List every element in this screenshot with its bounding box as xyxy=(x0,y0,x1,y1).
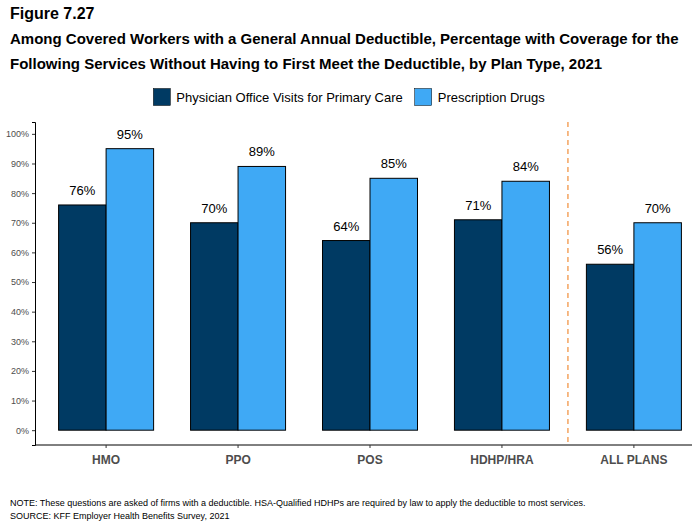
y-tick: 80% xyxy=(11,188,35,198)
bar xyxy=(322,241,370,431)
data-label: 84% xyxy=(513,159,539,174)
legend-swatch xyxy=(415,89,432,106)
data-label: 70% xyxy=(645,201,671,216)
bar xyxy=(454,220,502,430)
y-tick-mark xyxy=(32,282,35,283)
y-tick-mark xyxy=(32,252,35,253)
bar xyxy=(370,178,418,430)
y-tick-label: 50% xyxy=(11,277,29,287)
y-tick: 30% xyxy=(11,337,35,347)
x-tick: HMO xyxy=(92,445,120,467)
x-tick-label: PPO xyxy=(225,453,250,467)
y-tick-label: 10% xyxy=(11,396,29,406)
annotation: NOTE: These questions are asked of firms… xyxy=(10,498,586,508)
y-tick-label: 100% xyxy=(6,129,29,139)
data-label: 89% xyxy=(249,144,275,159)
legend: Physician Office Visits for Primary Care… xyxy=(153,89,545,106)
y-tick-label: 40% xyxy=(11,307,29,317)
x-axis: HMO PPO POS HDHP/HRA ALL PLANS xyxy=(35,445,692,467)
y-tick-label: 80% xyxy=(11,188,29,198)
data-label: 56% xyxy=(597,242,623,257)
x-tick-label: POS xyxy=(357,453,382,467)
y-tick: 40% xyxy=(11,307,35,317)
x-tick: ALL PLANS xyxy=(600,445,667,467)
x-axis-line xyxy=(35,445,692,446)
legend-swatch xyxy=(153,89,170,106)
legend-label: Physician Office Visits for Primary Care xyxy=(176,90,402,105)
annotation: SOURCE: KFF Employer Health Benefits Sur… xyxy=(10,511,229,521)
y-tick-mark xyxy=(32,341,35,342)
x-tick-mark xyxy=(501,445,502,448)
y-tick-label: 90% xyxy=(11,159,29,169)
y-tick-mark xyxy=(32,401,35,402)
x-tick-label: HMO xyxy=(92,453,120,467)
y-tick: 100% xyxy=(6,129,35,139)
title: Figure 7.27 xyxy=(10,5,95,22)
bar xyxy=(59,205,107,430)
y-tick: 0% xyxy=(16,426,35,436)
legend-label: Prescription Drugs xyxy=(438,90,545,105)
y-tick: 50% xyxy=(11,277,35,287)
x-tick-mark xyxy=(238,445,239,448)
y-tick-mark xyxy=(32,312,35,313)
y-tick: 90% xyxy=(11,159,35,169)
data-label: 64% xyxy=(333,219,359,234)
y-tick: 70% xyxy=(11,218,35,228)
x-tick-mark xyxy=(106,445,107,448)
data-label: 71% xyxy=(465,198,491,213)
x-tick: PPO xyxy=(225,445,250,467)
y-tick-mark xyxy=(32,430,35,431)
y-tick-mark xyxy=(32,223,35,224)
x-tick-label: HDHP/HRA xyxy=(470,453,534,467)
y-tick-mark xyxy=(32,193,35,194)
y-tick-mark xyxy=(32,371,35,372)
legend-item: Physician Office Visits for Primary Care xyxy=(153,89,402,106)
y-tick-mark xyxy=(32,134,35,135)
bar xyxy=(238,166,286,430)
y-tick-label: 0% xyxy=(16,426,29,436)
data-label: 85% xyxy=(381,156,407,171)
bar xyxy=(634,223,682,430)
y-axis: 0% 10% 20% 30% 40% 50% 60% 70% 80% 90% 100% xyxy=(6,123,36,446)
x-tick-label: ALL PLANS xyxy=(600,453,667,467)
y-tick: 10% xyxy=(11,396,35,406)
y-tick-label: 20% xyxy=(11,366,29,376)
x-tick: HDHP/HRA xyxy=(470,445,534,467)
y-tick-label: 70% xyxy=(11,218,29,228)
x-tick: POS xyxy=(357,445,382,467)
data-label: 95% xyxy=(117,127,143,142)
y-tick: 60% xyxy=(11,248,35,258)
y-tick-mark xyxy=(32,163,35,164)
data-label: 70% xyxy=(201,201,227,216)
y-tick-label: 30% xyxy=(11,337,29,347)
subtitle: Following Services Without Having to Fir… xyxy=(10,55,602,72)
y-axis-line xyxy=(32,123,36,446)
chart: Figure 7.27 Among Covered Workers with a … xyxy=(0,0,698,525)
x-tick-mark xyxy=(370,445,371,448)
bar xyxy=(502,181,550,430)
subtitle: Among Covered Workers with a General Ann… xyxy=(10,30,678,47)
separator xyxy=(567,122,569,445)
bar xyxy=(191,223,239,430)
bars xyxy=(59,149,682,431)
y-tick: 20% xyxy=(11,366,35,376)
data-label: 76% xyxy=(69,183,95,198)
x-tick-mark xyxy=(633,445,634,448)
bar xyxy=(586,264,634,430)
legend-item: Prescription Drugs xyxy=(415,89,545,106)
bar xyxy=(106,149,154,431)
y-tick-label: 60% xyxy=(11,248,29,258)
